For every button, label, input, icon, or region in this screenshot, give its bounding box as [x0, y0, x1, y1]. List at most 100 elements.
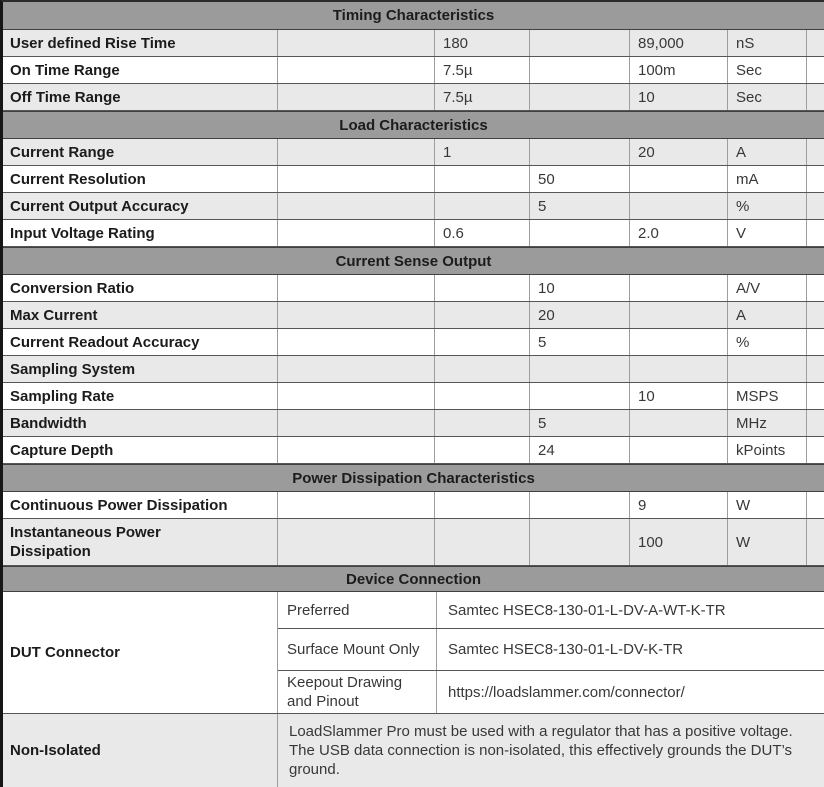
param-name: Max Current	[3, 302, 278, 328]
section-header-device: Device Connection	[3, 566, 824, 592]
table-row: Off Time Range 7.5µ 10 Sec	[3, 84, 824, 111]
value-cell: 180	[435, 30, 530, 56]
dut-rows: Preferred Samtec HSEC8-130-01-L-DV-A-WT-…	[278, 592, 824, 713]
spacer-cell	[807, 410, 824, 436]
value-cell	[435, 193, 530, 219]
table-row: On Time Range 7.5µ 100m Sec	[3, 57, 824, 84]
unit-cell: nS	[728, 30, 807, 56]
value-cell	[435, 519, 530, 565]
unit-cell: %	[728, 329, 807, 355]
value-cell: 50	[530, 166, 630, 192]
spacer-cell	[807, 302, 824, 328]
unit-cell: Sec	[728, 57, 807, 83]
param-name: Sampling System	[3, 356, 278, 382]
value-cell	[630, 302, 728, 328]
value-cell: 5	[530, 193, 630, 219]
param-name: Current Readout Accuracy	[3, 329, 278, 355]
param-name: Input Voltage Rating	[3, 220, 278, 246]
unit-cell: MSPS	[728, 383, 807, 409]
connector-url: https://loadslammer.com/connector/	[448, 683, 685, 701]
spacer-cell	[807, 220, 824, 246]
spacer-cell	[807, 383, 824, 409]
unit-cell: A/V	[728, 275, 807, 301]
value-cell: 2.0	[630, 220, 728, 246]
non-isolated-row: Non-Isolated LoadSlammer Pro must be use…	[3, 714, 824, 787]
value-cell	[278, 492, 435, 518]
value-cell	[278, 84, 435, 110]
spacer-cell	[807, 492, 824, 518]
value-cell	[278, 57, 435, 83]
spacer-cell	[807, 30, 824, 56]
value-cell	[630, 356, 728, 382]
value-cell	[278, 329, 435, 355]
section-header-load: Load Characteristics	[3, 111, 824, 139]
value-cell	[530, 57, 630, 83]
spacer-cell	[807, 139, 824, 165]
connector-type-label: Keepout Drawing and Pinout	[278, 671, 437, 713]
connector-type-label: Surface Mount Only	[278, 629, 437, 670]
table-row: Current Resolution 50 mA	[3, 166, 824, 193]
value-cell	[278, 410, 435, 436]
param-name: Non-Isolated	[3, 714, 278, 787]
value-cell	[278, 302, 435, 328]
table-row: Preferred Samtec HSEC8-130-01-L-DV-A-WT-…	[278, 592, 824, 629]
spacer-cell	[807, 519, 824, 565]
value-cell	[278, 437, 435, 463]
param-name: Current Resolution	[3, 166, 278, 192]
unit-cell: %	[728, 193, 807, 219]
param-name: Conversion Ratio	[3, 275, 278, 301]
value-cell	[530, 139, 630, 165]
value-cell	[630, 193, 728, 219]
value-cell: 7.5µ	[435, 84, 530, 110]
dut-connector-block: DUT Connector Preferred Samtec HSEC8-130…	[3, 592, 824, 714]
value-cell	[630, 275, 728, 301]
value-cell	[278, 220, 435, 246]
table-row: Capture Depth 24 kPoints	[3, 437, 824, 464]
value-cell	[630, 410, 728, 436]
section-header-timing: Timing Characteristics	[3, 2, 824, 30]
value-cell	[530, 356, 630, 382]
param-name: Current Range	[3, 139, 278, 165]
table-row: Input Voltage Rating 0.6 2.0 V	[3, 220, 824, 247]
section-header-current-sense: Current Sense Output	[3, 247, 824, 275]
value-cell	[278, 356, 435, 382]
value-cell	[530, 492, 630, 518]
table-row: Bandwidth 5 MHz	[3, 410, 824, 437]
param-name: Off Time Range	[3, 84, 278, 110]
value-cell: 0.6	[435, 220, 530, 246]
value-cell	[630, 437, 728, 463]
unit-cell: W	[728, 519, 807, 565]
value-cell	[278, 519, 435, 565]
spacer-cell	[807, 329, 824, 355]
spacer-cell	[807, 275, 824, 301]
spacer-cell	[807, 356, 824, 382]
unit-cell: mA	[728, 166, 807, 192]
value-cell	[278, 383, 435, 409]
unit-cell: MHz	[728, 410, 807, 436]
unit-cell: V	[728, 220, 807, 246]
value-cell	[435, 356, 530, 382]
unit-cell: Sec	[728, 84, 807, 110]
value-cell: 100m	[630, 57, 728, 83]
param-name: User defined Rise Time	[3, 30, 278, 56]
unit-cell: W	[728, 492, 807, 518]
table-row: Continuous Power Dissipation 9 W	[3, 492, 824, 519]
table-row: Current Readout Accuracy 5 %	[3, 329, 824, 356]
unit-cell: kPoints	[728, 437, 807, 463]
param-name: Continuous Power Dissipation	[3, 492, 278, 518]
value-cell	[630, 166, 728, 192]
value-cell: 10	[630, 383, 728, 409]
table-row: Sampling System	[3, 356, 824, 383]
connector-part-number: Samtec HSEC8-130-01-L-DV-K-TR	[448, 641, 684, 658]
value-cell	[435, 410, 530, 436]
spacer-cell	[807, 193, 824, 219]
value-cell	[435, 166, 530, 192]
value-cell	[630, 329, 728, 355]
table-row: Conversion Ratio 10 A/V	[3, 275, 824, 302]
value-cell	[278, 275, 435, 301]
value-cell: 5	[530, 329, 630, 355]
value-cell	[530, 30, 630, 56]
connector-part-number: Samtec HSEC8-130-01-L-DV-A-WT-K-TR	[448, 601, 726, 619]
param-name: DUT Connector	[3, 592, 278, 713]
